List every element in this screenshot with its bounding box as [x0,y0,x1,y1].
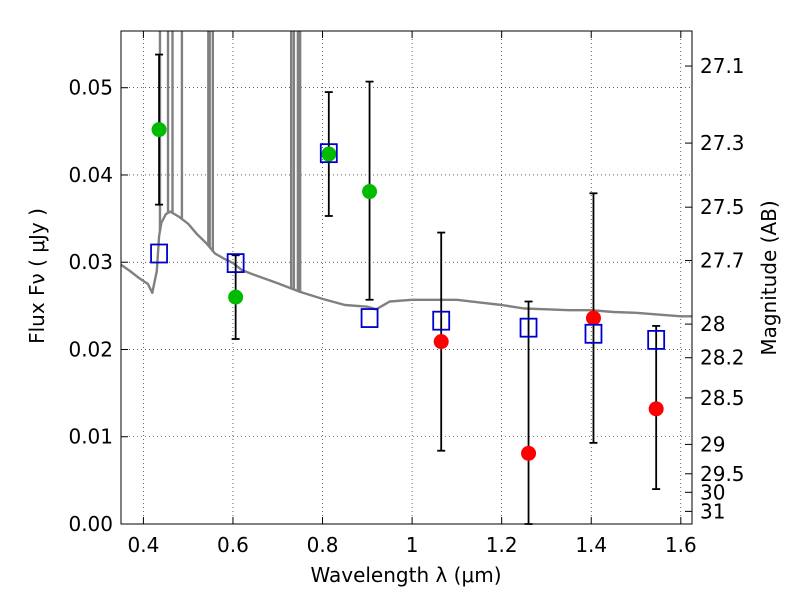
x-tick-label: 1.6 [665,533,697,557]
observed-point-green [321,146,337,162]
mag-tick-label: 28.5 [700,386,745,410]
y-axis-title-left: Flux Fν ( μJy ) [25,208,49,344]
model-photometry-box [360,308,379,328]
mag-tick-label: 27.7 [700,248,745,272]
grid-lines [121,31,692,525]
mag-tick-label: 31 [700,499,725,523]
x-tick-label: 0.4 [127,533,159,557]
x-tick-label: 1 [406,533,419,557]
x-ticks: 0.4 0.6 0.8 1 1.2 1.4 1.6 [127,31,697,557]
y-tick-label: 0.01 [68,425,113,449]
y-tick-label: 0.02 [68,337,113,361]
y-axis-title-right: Magnitude (AB) [757,200,781,355]
model-sed-curve [120,210,692,318]
observed-point-red [585,310,601,326]
model-photometry-box [226,253,245,274]
model-photometry-box [584,323,603,344]
x-axis-title: Wavelength λ (μm) [310,563,501,587]
y-tick-label: 0.04 [68,163,113,187]
y-tick-label: 0.03 [68,250,113,274]
model-photometry-box [319,143,338,164]
plot-frame [120,30,693,525]
model-photometry-box [519,317,538,338]
mag-tick-label: 28 [700,312,725,336]
observed-point-red [433,334,449,350]
mag-tick-label: 27.1 [700,54,745,78]
x-tick-label: 1.4 [575,533,607,557]
y-tick-label: 0.05 [68,76,113,100]
observed-point-red [648,401,664,417]
observed-point-green [151,122,167,138]
x-tick-label: 1.2 [486,533,518,557]
model-photometry-box [432,310,451,331]
error-bars-layer [155,53,661,525]
model-sed-layer [120,31,692,318]
x-tick-label: 0.8 [307,533,339,557]
mag-tick-label: 29 [700,432,725,456]
mag-tick-label: 29.5 [700,462,745,486]
observed-point-green [228,289,244,305]
y-tick-label: 0.00 [68,512,113,536]
mag-tick-label: 30 [700,480,725,504]
mag-tick-label: 27.3 [700,131,745,155]
observed-point-green [362,184,378,200]
data-points-layer [150,122,666,461]
y-ticks-left: 0.00 0.01 0.02 0.03 0.04 0.05 [68,76,128,536]
model-photometry-box [647,329,666,350]
observed-point-red [521,445,537,461]
mag-tick-label: 28.2 [700,346,745,370]
x-tick-label: 0.6 [217,533,249,557]
model-photometry-box [150,243,168,264]
mag-tick-label: 27.5 [700,195,745,219]
